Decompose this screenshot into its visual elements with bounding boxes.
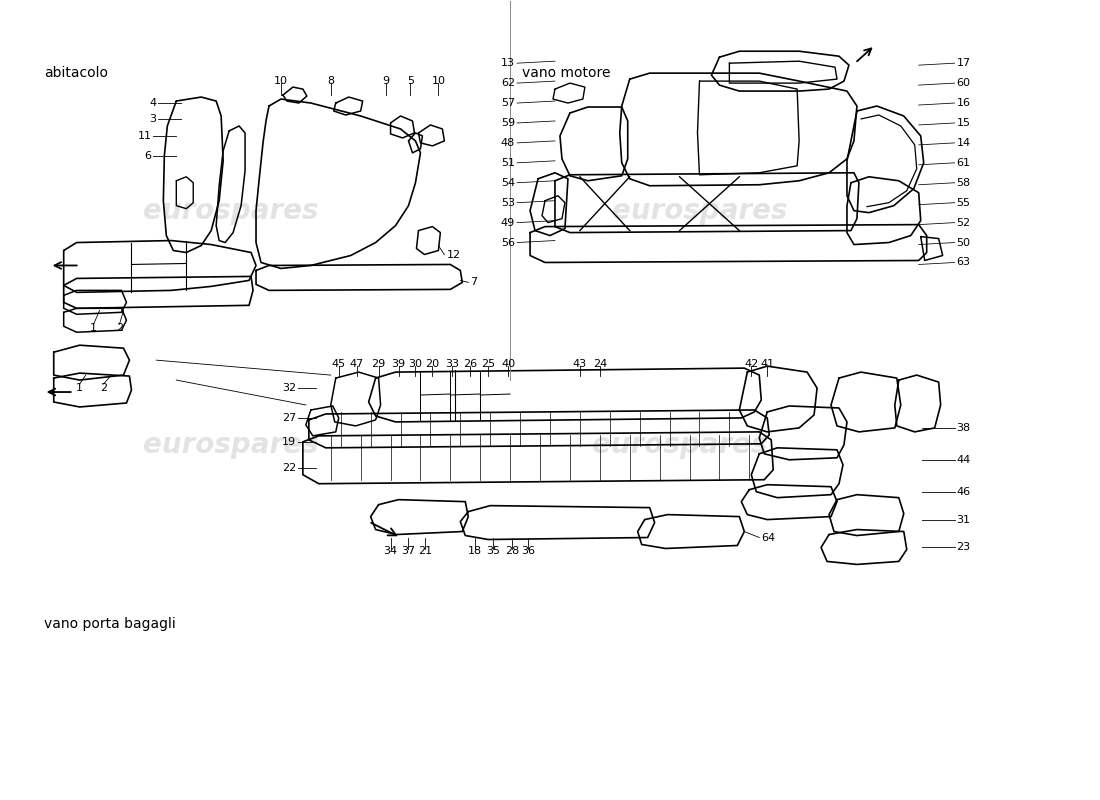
Text: vano motore: vano motore bbox=[522, 66, 611, 80]
Text: 40: 40 bbox=[502, 359, 515, 369]
Text: 37: 37 bbox=[402, 546, 416, 557]
Text: 29: 29 bbox=[372, 359, 386, 369]
Text: 54: 54 bbox=[500, 178, 515, 188]
Text: 56: 56 bbox=[502, 238, 515, 247]
Text: eurospares: eurospares bbox=[612, 197, 788, 225]
Text: 8: 8 bbox=[327, 76, 334, 86]
Text: 12: 12 bbox=[447, 250, 461, 259]
Text: 50: 50 bbox=[957, 238, 970, 247]
Text: 1: 1 bbox=[76, 383, 84, 393]
Text: eurospares: eurospares bbox=[592, 431, 768, 459]
Text: 14: 14 bbox=[957, 138, 970, 148]
Text: 36: 36 bbox=[521, 546, 535, 557]
Text: 16: 16 bbox=[957, 98, 970, 108]
Text: 47: 47 bbox=[350, 359, 364, 369]
Text: 7: 7 bbox=[471, 278, 477, 287]
Text: 34: 34 bbox=[384, 546, 397, 557]
Text: eurospares: eurospares bbox=[143, 197, 319, 225]
Text: 61: 61 bbox=[957, 158, 970, 168]
Text: 41: 41 bbox=[760, 359, 774, 369]
Text: 62: 62 bbox=[500, 78, 515, 88]
Text: 42: 42 bbox=[745, 359, 758, 369]
Text: 35: 35 bbox=[486, 546, 500, 557]
Text: vano porta bagagli: vano porta bagagli bbox=[44, 618, 176, 631]
Text: 55: 55 bbox=[957, 198, 970, 208]
Text: abitacolo: abitacolo bbox=[44, 66, 108, 80]
Text: 13: 13 bbox=[502, 58, 515, 68]
Text: 2: 2 bbox=[100, 383, 107, 393]
Text: 10: 10 bbox=[431, 76, 446, 86]
Text: 17: 17 bbox=[957, 58, 970, 68]
Text: 38: 38 bbox=[957, 423, 970, 433]
Text: 10: 10 bbox=[274, 76, 288, 86]
Text: 9: 9 bbox=[382, 76, 389, 86]
Text: 59: 59 bbox=[500, 118, 515, 128]
Text: 32: 32 bbox=[282, 383, 296, 393]
Text: 53: 53 bbox=[502, 198, 515, 208]
Text: 39: 39 bbox=[392, 359, 406, 369]
Text: 27: 27 bbox=[282, 413, 296, 423]
Text: 23: 23 bbox=[957, 542, 970, 553]
Text: 33: 33 bbox=[446, 359, 460, 369]
Text: 57: 57 bbox=[500, 98, 515, 108]
Text: 64: 64 bbox=[761, 533, 776, 542]
Text: 24: 24 bbox=[593, 359, 607, 369]
Text: 28: 28 bbox=[505, 546, 519, 557]
Text: 48: 48 bbox=[500, 138, 515, 148]
Text: 18: 18 bbox=[469, 546, 482, 557]
Text: 21: 21 bbox=[418, 546, 432, 557]
Text: 58: 58 bbox=[957, 178, 970, 188]
Text: 60: 60 bbox=[957, 78, 970, 88]
Text: 43: 43 bbox=[573, 359, 587, 369]
Text: 4: 4 bbox=[150, 98, 156, 108]
Text: eurospares: eurospares bbox=[143, 431, 319, 459]
Text: 51: 51 bbox=[502, 158, 515, 168]
Text: 19: 19 bbox=[282, 437, 296, 447]
Text: 44: 44 bbox=[957, 454, 971, 465]
Text: 46: 46 bbox=[957, 486, 970, 497]
Text: 52: 52 bbox=[957, 218, 970, 228]
Text: 31: 31 bbox=[957, 514, 970, 525]
Text: 6: 6 bbox=[144, 151, 152, 161]
Text: 3: 3 bbox=[150, 114, 156, 124]
Text: 25: 25 bbox=[481, 359, 495, 369]
Text: 22: 22 bbox=[282, 462, 296, 473]
Text: 45: 45 bbox=[332, 359, 345, 369]
Text: 49: 49 bbox=[500, 218, 515, 228]
Text: 63: 63 bbox=[957, 258, 970, 267]
Text: 15: 15 bbox=[957, 118, 970, 128]
Text: 20: 20 bbox=[426, 359, 440, 369]
Text: 11: 11 bbox=[138, 131, 152, 141]
Text: 2: 2 bbox=[116, 323, 123, 334]
Text: 30: 30 bbox=[408, 359, 422, 369]
Text: 1: 1 bbox=[90, 323, 97, 334]
Text: 5: 5 bbox=[407, 76, 414, 86]
Text: 26: 26 bbox=[463, 359, 477, 369]
